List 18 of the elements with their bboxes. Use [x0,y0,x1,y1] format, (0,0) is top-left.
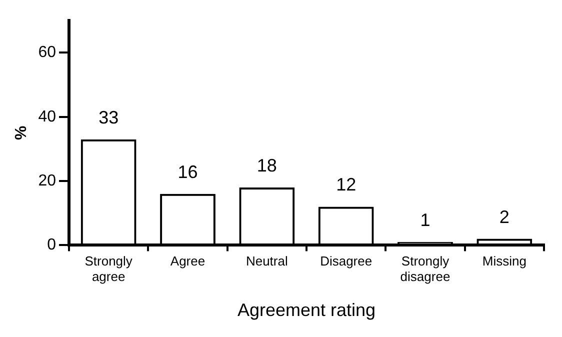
y-tick-label: 40 [38,108,56,126]
x-tick-label: Strongly agree [84,254,133,284]
data-label: 12 [336,174,356,195]
data-label: 18 [256,155,277,176]
y-axis-title: % [13,126,30,140]
data-label: 33 [98,107,119,128]
y-tick-label: 60 [38,44,56,62]
x-tick-label: Agree [170,254,206,269]
y-tick-label: 0 [47,236,56,254]
x-tick-label: Missing [482,254,526,269]
y-tick-label: 20 [38,172,56,190]
x-axis-title: Agreement rating [237,300,376,320]
data-label: 2 [499,206,510,227]
x-tick-label: Neutral [246,254,288,269]
data-label: 1 [420,210,430,230]
x-tick-label: Disagree [320,254,372,269]
x-tick-label: Strongly disagree [400,254,450,284]
data-label: 16 [178,162,198,182]
